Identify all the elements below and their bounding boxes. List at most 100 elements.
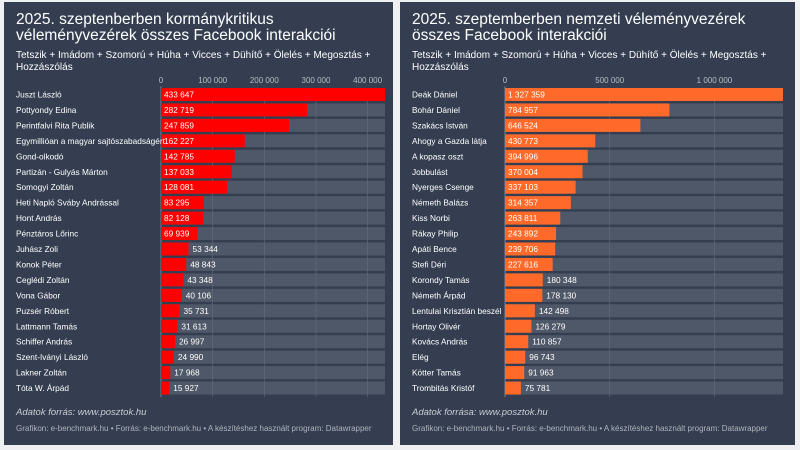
bar-track [161, 227, 385, 241]
bar [161, 366, 171, 380]
value-label: 43 348 [187, 275, 213, 285]
value-label: 69 939 [164, 229, 190, 239]
value-label: 17 968 [174, 368, 200, 378]
bar [505, 288, 543, 302]
category-label: Juhász Zoli [16, 244, 58, 254]
bar-track [161, 335, 385, 349]
value-label: 96 743 [529, 352, 555, 362]
category-label: Németh Árpád [412, 290, 466, 300]
value-label: 263 811 [508, 213, 538, 223]
bar [161, 381, 170, 395]
left-chart-panel: 2025. szeptenberben kormánykritikus véle… [4, 2, 393, 445]
value-label: 227 616 [508, 259, 538, 269]
right-chart-panel: 2025. szeptemberben nemzeti véleményvezé… [400, 2, 795, 445]
chart-credits: Grafikon: e-benchmark.hu • Forrás: e-ben… [16, 424, 372, 433]
bar-track [505, 335, 783, 349]
value-label: 75 781 [525, 383, 551, 393]
category-label: Hortay Olivér [412, 321, 461, 331]
bar [161, 350, 174, 364]
data-source-note: Adatok forrás: www.posztok.hu [16, 407, 147, 418]
category-label: Schiffer András [16, 337, 72, 347]
category-label: Lakner Zoltán [16, 368, 67, 378]
chart-credits: Grafikon: e-benchmark.hu • Forrás: e-ben… [412, 424, 768, 433]
bar [161, 227, 198, 241]
category-label: Partizán - Gulyás Márton [16, 167, 108, 177]
value-label: 31 613 [181, 321, 207, 331]
bar-track [505, 257, 783, 271]
bar-track [505, 227, 783, 241]
category-label: Stefi Déri [412, 259, 446, 269]
chart-subtitle: Tetszik + Imádom + Szomorú + Húha + Vicc… [412, 50, 767, 73]
value-label: 40 106 [186, 290, 212, 300]
value-label: 239 706 [508, 244, 538, 254]
category-label: Elég [412, 352, 429, 362]
bar [161, 288, 182, 302]
bar [161, 273, 184, 287]
value-label: 128 081 [164, 182, 194, 192]
bar-track [505, 196, 783, 210]
bar [505, 180, 576, 194]
bar-track [161, 381, 385, 395]
bar [161, 257, 187, 271]
value-label: 370 004 [508, 167, 538, 177]
bar-track [505, 242, 783, 256]
category-label: Szakács István [412, 120, 468, 130]
bar-track [505, 273, 783, 287]
value-label: 314 357 [508, 198, 538, 208]
category-label: Németh Balázs [412, 198, 468, 208]
category-label: Apáti Bence [412, 244, 457, 254]
category-label: Kovács András [412, 337, 467, 347]
bar [505, 227, 557, 241]
category-label: Bohár Dániel [412, 105, 460, 115]
value-label: 24 990 [178, 352, 204, 362]
bar [161, 211, 204, 225]
category-label: Kiss Norbi [412, 213, 450, 223]
x-tick-label: 100 000 [198, 76, 227, 85]
value-label: 82 128 [164, 213, 190, 223]
value-label: 15 927 [173, 383, 199, 393]
bar-track [161, 242, 385, 256]
right-bar-chart: 0 500 000 1 000 000 Deák Dániel 1 327 359 Boh… [412, 76, 783, 397]
value-label: 433 647 [164, 90, 194, 100]
value-label: 1 327 359 [508, 90, 545, 100]
x-tick-label: 0 [503, 76, 508, 85]
category-label: Tóta W. Árpád [16, 383, 69, 393]
value-label: 110 857 [532, 337, 562, 347]
bar [505, 257, 553, 271]
category-label: Hont András [16, 213, 62, 223]
bar [505, 134, 596, 148]
category-label: Lattmann Tamás [16, 321, 77, 331]
category-label: Egymillióan a magyar sajtószabadságért [16, 136, 166, 146]
bar [505, 242, 556, 256]
bar [505, 211, 561, 225]
category-label: Pottyondy Edina [16, 105, 77, 115]
bar [161, 319, 178, 333]
value-label: 137 033 [164, 167, 194, 177]
value-label: 247 859 [164, 120, 194, 130]
left-bar-chart: 0 100 000 200 000 300 000 400 000 Juszt Lászl… [16, 76, 385, 397]
value-label: 142 498 [539, 306, 569, 316]
value-label: 83 295 [164, 198, 190, 208]
bar [505, 335, 529, 349]
bar [505, 304, 535, 318]
bar-track [161, 366, 385, 380]
bar [161, 335, 175, 349]
data-source-note: Adatok forrása: www.posztok.hu [412, 407, 548, 418]
bar [161, 196, 205, 210]
value-label: 162 227 [164, 136, 194, 146]
category-label: Rákay Philip [412, 229, 459, 239]
category-label: Nyerges Csenge [412, 182, 474, 192]
value-label: 394 996 [508, 151, 538, 161]
bar-track [505, 350, 783, 364]
value-label: 646 524 [508, 120, 538, 130]
value-label: 126 279 [535, 321, 565, 331]
bar [505, 273, 543, 287]
value-label: 180 348 [547, 275, 577, 285]
value-label: 53 344 [193, 244, 219, 254]
value-label: 35 731 [183, 306, 209, 316]
x-tick-label: 0 [159, 76, 164, 85]
value-label: 26 997 [179, 337, 205, 347]
category-label: Lentulai Krisztián beszél [412, 306, 502, 316]
category-label: Perintfalvi Rita Publik [16, 120, 95, 130]
bar [505, 366, 525, 380]
